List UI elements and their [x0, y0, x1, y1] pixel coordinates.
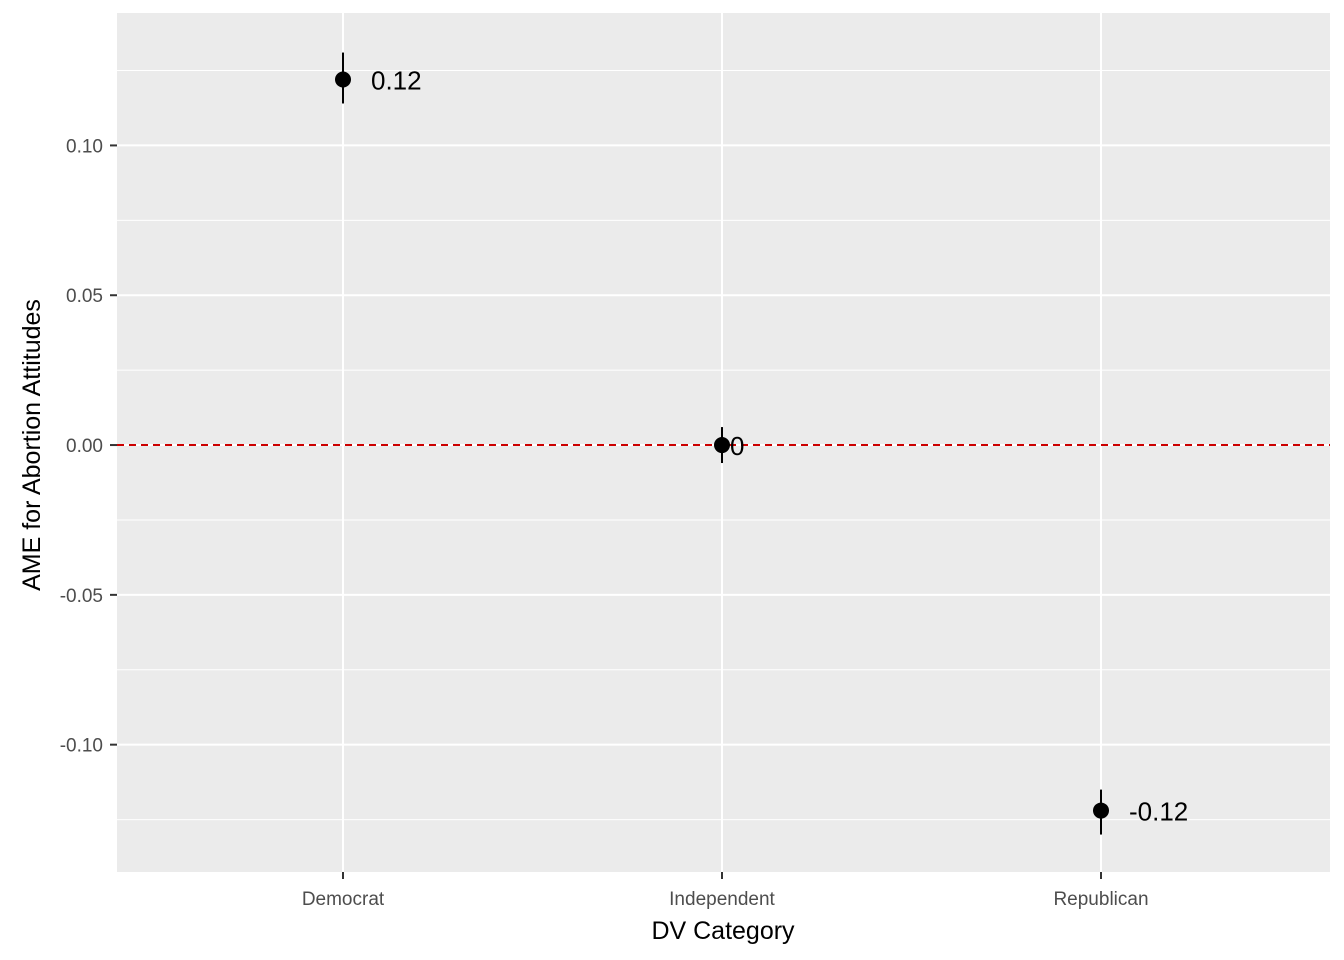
y-tick-label: -0.10: [60, 736, 103, 757]
x-tick-label: Republican: [1053, 889, 1148, 910]
data-point: [335, 71, 351, 88]
x-tick-label: Independent: [669, 889, 775, 910]
data-label: 0: [730, 431, 744, 461]
data-label: 0.12: [371, 66, 422, 96]
data-point: [714, 437, 730, 454]
data-labels: 0.12 0 -0.12: [371, 66, 1188, 827]
y-tick-label: -0.05: [60, 586, 103, 607]
y-tick-label: 0.00: [66, 436, 103, 457]
x-axis-title: DV Category: [651, 917, 795, 945]
y-tick-label: 0.10: [66, 136, 103, 157]
y-axis-ticks: 0.10 0.05 0.00 -0.05 -0.10: [60, 136, 117, 757]
y-tick-label: 0.05: [66, 286, 103, 307]
data-label: -0.12: [1129, 797, 1188, 827]
y-axis-title: AME for Abortion Attitudes: [18, 299, 46, 591]
data-point: [1093, 802, 1109, 819]
major-grid: [117, 13, 1330, 872]
minor-grid: [117, 70, 1330, 821]
x-axis-ticks: Democrat Independent Republican: [302, 872, 1149, 910]
data-points: [335, 71, 1109, 819]
x-tick-label: Democrat: [302, 889, 385, 910]
